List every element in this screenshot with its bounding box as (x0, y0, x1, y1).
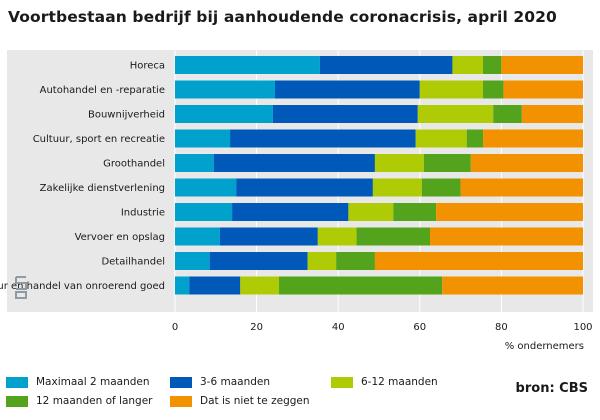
bar-segment (209, 252, 308, 270)
category-label: Autohandel en -reparatie (40, 85, 165, 96)
bar-segment (307, 252, 337, 270)
legend-label: 6-12 maanden (361, 376, 438, 388)
x-tick-label: 20 (250, 322, 263, 333)
legend-label: 12 maanden of langer (36, 395, 153, 407)
bar-segment (319, 56, 453, 74)
category-label: Detailhandel (101, 257, 165, 268)
x-tick-label: 80 (495, 322, 508, 333)
legend-label: Dat is niet te zeggen (200, 395, 310, 407)
bar-segment (219, 227, 318, 246)
legend-swatch (331, 376, 353, 388)
bar-segment (175, 105, 273, 123)
x-tick-label: 60 (413, 322, 426, 333)
legend-swatch (170, 395, 192, 407)
bar-segment (503, 80, 583, 99)
x-tick-labels: 0 20 40 60 80 100 (172, 322, 593, 333)
bar-segment (436, 203, 583, 221)
bar-segment (393, 203, 437, 221)
bar-segment (317, 227, 357, 246)
category-label: Zakelijke dienstverlening (40, 183, 165, 194)
bar-segment (493, 105, 522, 123)
x-tick-label: 0 (172, 322, 178, 333)
bar-segment (274, 80, 420, 99)
bar-segment (175, 203, 233, 221)
bar-segment (460, 178, 583, 197)
chart-title: Voortbestaan bedrijf bij aanhoudende cor… (8, 8, 557, 26)
legend: Maximaal 2 maanden 3-6 maanden 6-12 maande… (6, 376, 506, 416)
bar-segment (175, 154, 214, 172)
bar-segment (240, 276, 280, 295)
category-label: Groothandel (103, 159, 165, 170)
bar-segment (236, 178, 373, 197)
category-label: Industrie (121, 208, 165, 219)
bar-segment (372, 178, 422, 197)
legend-swatch (170, 376, 192, 388)
x-axis-title: % ondernemers (505, 341, 584, 352)
stacked-bar-chart: Horeca Autohandel en -reparatie Bouwnijver… (0, 50, 593, 352)
bar-segment (272, 105, 418, 123)
category-label: Cultuur, sport en recreatie (33, 134, 165, 145)
bar-segment (374, 252, 583, 270)
bar-segment (175, 276, 190, 295)
category-label: Vervoer en opslag (75, 232, 165, 243)
x-tick-label: 100 (573, 322, 592, 333)
bar-segment (374, 154, 424, 172)
bar-segment (189, 276, 241, 295)
bar-segment (419, 80, 484, 99)
bar-segment (175, 227, 220, 246)
category-label: Bouwnijverheid (88, 110, 165, 121)
bar-segment (175, 56, 320, 74)
bar-segment (442, 276, 583, 295)
legend-swatch (6, 395, 28, 407)
legend-item: 6-12 maanden (331, 376, 438, 388)
bar-segment (175, 252, 210, 270)
bar-segment (230, 129, 416, 148)
bar-segment (175, 80, 275, 99)
category-labels: Horeca Autohandel en -reparatie Bouwnijver… (0, 61, 165, 293)
legend-swatch (6, 376, 28, 388)
bar-segment (232, 203, 349, 221)
bar-segment (279, 276, 443, 295)
legend-item: Maximaal 2 maanden (6, 376, 150, 388)
bar-segment (175, 129, 231, 148)
legend-item: Dat is niet te zeggen (170, 395, 310, 407)
category-label: Verhuur en handel van onroerend goed (0, 281, 165, 292)
x-tick-label: 40 (332, 322, 345, 333)
bar-segment (466, 129, 484, 148)
bar-segment (356, 227, 430, 246)
bar-segment (521, 105, 583, 123)
legend-label: 3-6 maanden (200, 376, 271, 388)
bar-segment (213, 154, 375, 172)
bar-segment (430, 227, 583, 246)
bar-segment (483, 56, 502, 74)
source-label: bron: CBS (515, 381, 588, 396)
bar-segment (452, 56, 484, 74)
category-label: Horeca (130, 61, 165, 72)
bar-segment (501, 56, 583, 74)
bar-segment (336, 252, 375, 270)
legend-label: Maximaal 2 maanden (36, 376, 150, 388)
bar-segment (423, 154, 471, 172)
bar-segment (483, 80, 504, 99)
bar-segment (415, 129, 467, 148)
bar-segment (175, 178, 237, 197)
legend-item: 12 maanden of langer (6, 395, 152, 407)
bar-segment (421, 178, 461, 197)
bar-segment (348, 203, 394, 221)
bar-segment (483, 129, 583, 148)
bar-segment (417, 105, 494, 123)
bars (175, 56, 583, 295)
legend-item: 3-6 maanden (170, 376, 270, 388)
cbs-logo-icon (15, 276, 27, 299)
bar-segment (470, 154, 583, 172)
